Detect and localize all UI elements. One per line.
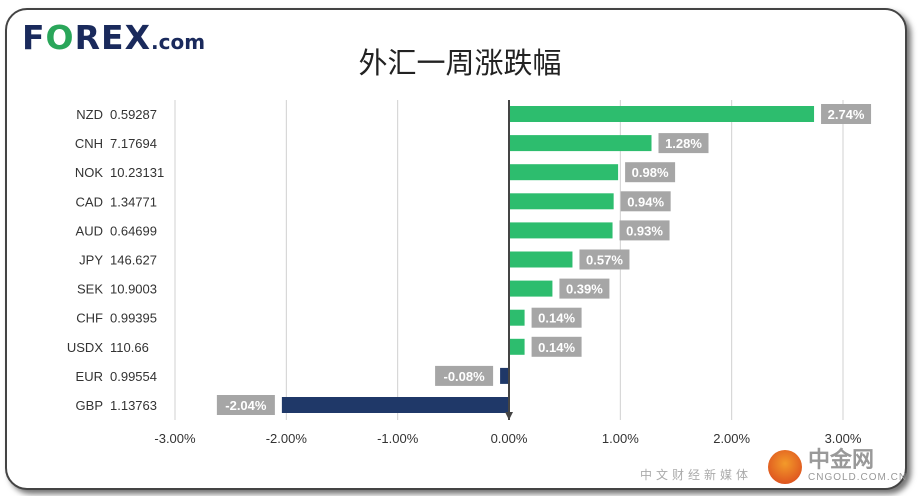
- bar: [509, 193, 614, 210]
- data-label-bg: [619, 220, 670, 241]
- category-value: 10.23131: [110, 165, 164, 180]
- category-label: CAD: [76, 194, 103, 209]
- axis-arrow-icon: [505, 412, 513, 420]
- data-label-bg: [559, 278, 610, 299]
- data-label-bg: [625, 162, 676, 183]
- x-tick-label: -2.00%: [266, 431, 308, 446]
- category-value: 1.34771: [110, 194, 157, 209]
- x-tick-label: -1.00%: [377, 431, 419, 446]
- data-label: 0.14%: [538, 340, 575, 355]
- data-label: 1.28%: [665, 136, 702, 151]
- category-label: NZD: [76, 107, 103, 122]
- data-label-bg: [821, 104, 872, 124]
- category-value: 146.627: [110, 253, 157, 268]
- data-label: 0.93%: [626, 223, 663, 238]
- data-label: 0.14%: [538, 311, 575, 326]
- category-label: CNH: [75, 136, 103, 151]
- data-label: 0.57%: [586, 253, 623, 268]
- category-value: 7.17694: [110, 136, 157, 151]
- data-label-bg: [531, 307, 582, 328]
- data-label: -2.04%: [225, 398, 267, 413]
- data-label-bg: [620, 191, 671, 212]
- category-value: 0.64699: [110, 223, 157, 238]
- category-label: USDX: [67, 340, 103, 355]
- category-value: 0.99554: [110, 369, 157, 384]
- x-tick-label: 2.00%: [713, 431, 750, 446]
- category-label: EUR: [76, 369, 103, 384]
- x-tick-label: 0.00%: [491, 431, 528, 446]
- data-label-bg: [216, 395, 275, 415]
- category-label: GBP: [76, 398, 103, 413]
- data-label: -0.08%: [443, 369, 485, 384]
- bar: [509, 222, 613, 239]
- data-label: 0.39%: [566, 282, 603, 297]
- data-label: 0.98%: [632, 165, 669, 180]
- x-tick-label: 1.00%: [602, 431, 639, 446]
- category-value: 1.13763: [110, 398, 157, 413]
- bar: [509, 309, 525, 326]
- bar: [509, 280, 553, 297]
- data-label-bg: [531, 336, 582, 357]
- bar: [500, 367, 509, 384]
- category-value: 0.99395: [110, 311, 157, 326]
- forex-logo: FOREX.com: [22, 18, 206, 57]
- bar: [509, 164, 619, 181]
- category-label: CHF: [76, 311, 103, 326]
- category-label: SEK: [77, 282, 103, 297]
- category-label: JPY: [79, 253, 103, 268]
- chart-title: 外汇一周涨跌幅: [358, 48, 562, 80]
- bar: [509, 106, 815, 122]
- data-label-bg: [435, 365, 494, 386]
- category-label: AUD: [76, 223, 103, 238]
- category-label: NOK: [75, 165, 104, 180]
- x-tick-label: 3.00%: [825, 431, 862, 446]
- x-tick-label: -3.00%: [154, 431, 196, 446]
- data-label: 2.74%: [828, 107, 865, 122]
- data-label: 0.94%: [627, 194, 664, 209]
- category-value: 110.66: [110, 340, 149, 355]
- data-label-bg: [658, 133, 709, 154]
- bar: [281, 397, 509, 413]
- category-value: 10.9003: [110, 282, 157, 297]
- bar: [509, 135, 652, 152]
- bar: [509, 338, 525, 355]
- category-value: 0.59287: [110, 107, 157, 122]
- bar: [509, 251, 573, 268]
- data-label-bg: [579, 249, 630, 270]
